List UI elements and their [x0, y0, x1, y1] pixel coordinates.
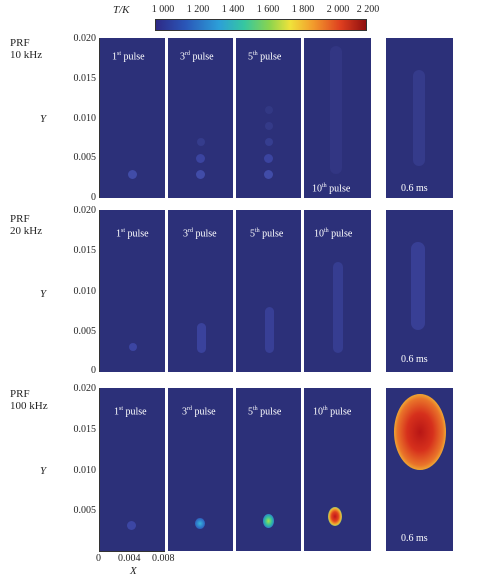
y-axis-line: [99, 38, 100, 198]
colorbar-title: T/K: [113, 4, 130, 16]
row-label-top: PRF: [10, 37, 30, 49]
panel-prf100-pulse5: 5th pulse: [236, 388, 301, 551]
hot-kernel: [195, 518, 205, 529]
panel-prf20-pulse5: 5th pulse: [236, 210, 301, 372]
x-axis-label: X: [130, 565, 137, 577]
pulse-label: 1st pulse: [116, 228, 149, 240]
hot-kernel: [196, 170, 205, 179]
row-label-prf-10: PRF 10 kHz: [10, 37, 42, 61]
pulse-label: 10th pulse: [313, 406, 352, 418]
pulse-label: 10th pulse: [312, 183, 351, 195]
plume: [197, 323, 206, 353]
panel-prf20-pulse3: 3rd pulse: [168, 210, 233, 372]
y-tick: 0.020: [73, 383, 97, 394]
row-label-top: PRF: [10, 213, 30, 225]
panel-prf100-pulse10: 10th pulse: [304, 388, 371, 551]
colorbar-tick: 1 800: [291, 4, 315, 15]
x-tick: 0: [96, 553, 101, 564]
row-label-prf-20: PRF 20 kHz: [10, 213, 42, 237]
hot-kernel: [264, 154, 273, 163]
y-tick: 0.015: [73, 73, 97, 84]
hot-kernel: [128, 170, 137, 179]
pulse-label: 3rd pulse: [182, 406, 216, 418]
pulse-label: 3rd pulse: [183, 228, 217, 240]
panel-prf10-final: 0.6 ms: [386, 38, 453, 198]
plume: [330, 46, 342, 174]
y-axis-line: [99, 388, 100, 551]
panel-prf20-pulse10: 10th pulse: [304, 210, 371, 372]
y-tick: 0.010: [73, 465, 97, 476]
plume: [265, 307, 274, 353]
panel-prf10-pulse5: 5th pulse: [236, 38, 301, 198]
plume: [413, 70, 425, 166]
row-label-top: PRF: [10, 388, 30, 400]
hot-plume: [394, 394, 446, 470]
y-tick: 0.015: [73, 245, 97, 256]
hot-kernel: [265, 122, 273, 130]
hot-kernel: [196, 154, 205, 163]
y-tick: 0.020: [73, 33, 97, 44]
panel-prf20-final: 0.6 ms: [386, 210, 453, 372]
hot-kernel: [129, 343, 137, 351]
pulse-label: 5th pulse: [248, 406, 282, 418]
plume: [333, 262, 343, 353]
hot-kernel: [263, 514, 274, 528]
pulse-label: 3rd pulse: [180, 51, 214, 63]
colorbar-tick: 2 200: [356, 4, 380, 15]
pulse-label: 10th pulse: [314, 228, 353, 240]
y-axis-line: [99, 210, 100, 372]
y-axis-label: Y: [40, 113, 47, 125]
pulse-label: 5th pulse: [248, 51, 282, 63]
y-tick: 0.005: [73, 505, 97, 516]
panel-prf100-pulse3: 3rd pulse: [168, 388, 233, 551]
y-tick: 0.010: [73, 286, 97, 297]
time-label: 0.6 ms: [401, 183, 428, 194]
y-tick: 0.015: [73, 424, 97, 435]
y-tick: 0: [91, 365, 96, 376]
row-label-bottom: 10 kHz: [10, 49, 43, 61]
x-axis-line: [99, 551, 165, 552]
panel-prf10-pulse3: 3rd pulse: [168, 38, 233, 198]
pulse-label: 5th pulse: [250, 228, 284, 240]
colorbar-tick: 1 200: [186, 4, 210, 15]
y-tick: 0: [91, 192, 96, 203]
hot-kernel: [197, 138, 205, 146]
panel-prf10-pulse1: 1st pulse: [100, 38, 165, 198]
colorbar: [155, 19, 367, 31]
panel-prf10-pulse10: 10th pulse: [304, 38, 371, 198]
panel-prf20-pulse1: 1st pulse: [100, 210, 165, 372]
x-tick: 0.008: [152, 553, 175, 564]
y-tick: 0.005: [73, 326, 97, 337]
hot-kernel: [127, 521, 136, 530]
plume: [411, 242, 425, 330]
panel-prf100-pulse1: 1st pulse: [100, 388, 165, 551]
y-tick: 0.020: [73, 205, 97, 216]
panel-prf100-final: 0.6 ms: [386, 388, 453, 551]
y-axis-label: Y: [40, 288, 47, 300]
hot-kernel: [265, 138, 273, 146]
hot-kernel: [328, 507, 342, 526]
colorbar-tick: 2 000: [326, 4, 350, 15]
row-label-bottom: 100 kHz: [10, 400, 48, 412]
colorbar-tick: 1 400: [221, 4, 245, 15]
x-tick: 0.004: [118, 553, 141, 564]
colorbar-tick: 1 600: [256, 4, 280, 15]
y-tick: 0.010: [73, 113, 97, 124]
hot-kernel: [264, 170, 273, 179]
row-label-prf-100: PRF 100 kHz: [10, 388, 48, 412]
time-label: 0.6 ms: [401, 533, 428, 544]
pulse-label: 1st pulse: [112, 51, 145, 63]
pulse-label: 1st pulse: [114, 406, 147, 418]
colorbar-tick: 1 000: [151, 4, 175, 15]
time-label: 0.6 ms: [401, 354, 428, 365]
row-label-bottom: 20 kHz: [10, 225, 43, 237]
hot-kernel: [265, 106, 273, 114]
y-axis-label: Y: [40, 465, 47, 477]
y-tick: 0.005: [73, 152, 97, 163]
